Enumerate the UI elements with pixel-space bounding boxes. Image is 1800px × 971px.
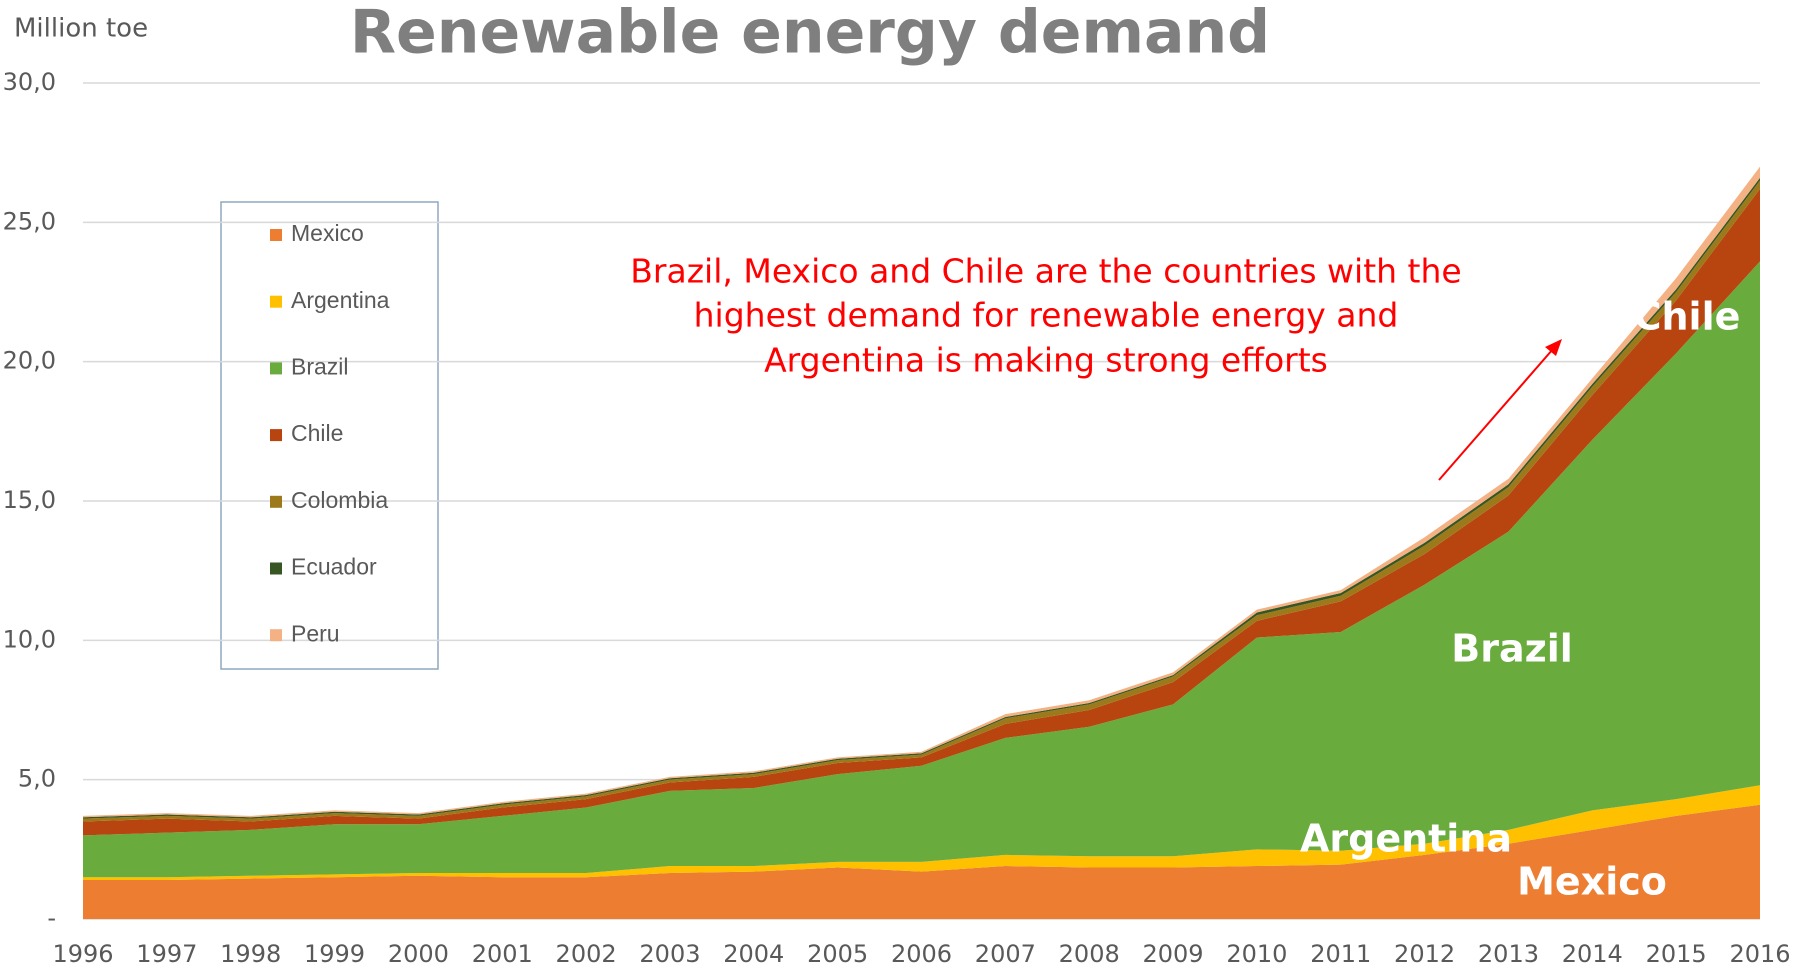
x-tick-label: 1996 bbox=[52, 940, 113, 967]
legend-swatch bbox=[270, 495, 282, 508]
legend-label: Colombia bbox=[291, 487, 388, 513]
legend-box bbox=[220, 201, 439, 670]
x-tick-label: 2012 bbox=[1394, 940, 1455, 967]
legend-label: Ecuador bbox=[291, 554, 377, 580]
x-tick-label: 2011 bbox=[1310, 940, 1371, 967]
x-tick-label: 1998 bbox=[220, 940, 281, 967]
legend-label: Chile bbox=[291, 420, 343, 446]
area-label: Brazil bbox=[1451, 627, 1573, 671]
x-tick-label: 2007 bbox=[975, 940, 1036, 967]
legend-label: Mexico bbox=[291, 220, 364, 246]
legend-swatch bbox=[270, 295, 282, 308]
x-tick-label: 2004 bbox=[723, 940, 784, 967]
legend-swatch bbox=[270, 229, 282, 241]
x-tick-label: 2000 bbox=[388, 940, 449, 967]
legend-swatch bbox=[270, 629, 282, 642]
x-tick-label: 2002 bbox=[556, 940, 617, 967]
y-tick-label: - bbox=[47, 904, 56, 932]
legend-swatch bbox=[270, 562, 282, 575]
x-tick-label: 2013 bbox=[1478, 940, 1539, 967]
annotation: highest demand for renewable energy and bbox=[694, 296, 1399, 335]
area bbox=[83, 804, 1760, 919]
legend-label: Brazil bbox=[291, 353, 349, 379]
y-tick-label: 10,0 bbox=[3, 625, 56, 653]
y-tick-label: 20,0 bbox=[3, 347, 56, 375]
legend-swatch bbox=[270, 362, 282, 375]
area bbox=[83, 261, 1760, 878]
x-tick-label: 1999 bbox=[304, 940, 365, 967]
x-tick-label: 2008 bbox=[1059, 940, 1120, 967]
area-label: Chile bbox=[1634, 295, 1741, 339]
x-tick-label: 2016 bbox=[1729, 940, 1790, 967]
legend-label: Peru bbox=[291, 620, 340, 646]
x-tick-label: 1997 bbox=[136, 940, 197, 967]
y-tick-label: 15,0 bbox=[3, 486, 56, 514]
y-axis-label: Million toe bbox=[14, 14, 148, 44]
x-tick-label: 2006 bbox=[891, 940, 952, 967]
x-tick-label: 2003 bbox=[639, 940, 700, 967]
area-label: Argentina bbox=[1300, 817, 1512, 861]
legend-label: Argentina bbox=[291, 287, 390, 313]
annotation-arrow bbox=[1438, 348, 1554, 481]
x-tick-label: 2005 bbox=[807, 940, 868, 967]
y-tick-label: 25,0 bbox=[3, 207, 56, 235]
area bbox=[83, 785, 1760, 880]
plot-area bbox=[83, 82, 1760, 920]
x-tick-label: 2010 bbox=[1226, 940, 1287, 967]
legend-swatch bbox=[270, 429, 282, 442]
x-tick-label: 2001 bbox=[472, 940, 533, 967]
y-tick-label: 5,0 bbox=[18, 765, 56, 793]
x-tick-label: 2015 bbox=[1646, 940, 1707, 967]
x-tick-label: 2014 bbox=[1562, 940, 1623, 967]
x-tick-label: 2009 bbox=[1143, 940, 1204, 967]
y-tick-label: 30,0 bbox=[3, 68, 56, 96]
arrow-head bbox=[1545, 339, 1562, 356]
legend: Mexico Argentina Brazil Chile Colombia Ecuado… bbox=[270, 220, 390, 646]
annotation: Brazil, Mexico and Chile are the countri… bbox=[630, 252, 1461, 291]
area-label: Mexico bbox=[1517, 860, 1667, 904]
chart-title: Renewable energy demand bbox=[350, 0, 1270, 68]
annotation: Argentina is making strong efforts bbox=[764, 341, 1328, 380]
